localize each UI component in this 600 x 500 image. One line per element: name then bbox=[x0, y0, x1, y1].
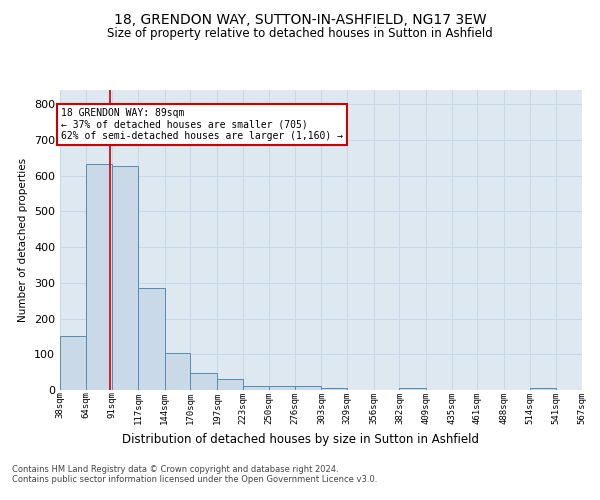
Bar bbox=[112, 166, 138, 390]
Text: Distribution of detached houses by size in Sutton in Ashfield: Distribution of detached houses by size … bbox=[121, 432, 479, 446]
Bar bbox=[190, 373, 217, 390]
Bar bbox=[269, 386, 295, 390]
Bar bbox=[400, 388, 426, 390]
Text: 18, GRENDON WAY, SUTTON-IN-ASHFIELD, NG17 3EW: 18, GRENDON WAY, SUTTON-IN-ASHFIELD, NG1… bbox=[113, 12, 487, 26]
Bar bbox=[164, 353, 190, 390]
Bar bbox=[242, 386, 269, 390]
Bar bbox=[217, 380, 242, 390]
Text: Contains public sector information licensed under the Open Government Licence v3: Contains public sector information licen… bbox=[12, 476, 377, 484]
Bar bbox=[60, 336, 86, 390]
Y-axis label: Number of detached properties: Number of detached properties bbox=[19, 158, 28, 322]
Bar bbox=[295, 386, 322, 390]
Text: Contains HM Land Registry data © Crown copyright and database right 2024.: Contains HM Land Registry data © Crown c… bbox=[12, 466, 338, 474]
Text: Size of property relative to detached houses in Sutton in Ashfield: Size of property relative to detached ho… bbox=[107, 28, 493, 40]
Bar bbox=[322, 388, 347, 390]
Bar bbox=[138, 288, 164, 390]
Bar bbox=[86, 164, 112, 390]
Text: 18 GRENDON WAY: 89sqm
← 37% of detached houses are smaller (705)
62% of semi-det: 18 GRENDON WAY: 89sqm ← 37% of detached … bbox=[61, 108, 343, 141]
Bar bbox=[530, 388, 556, 390]
